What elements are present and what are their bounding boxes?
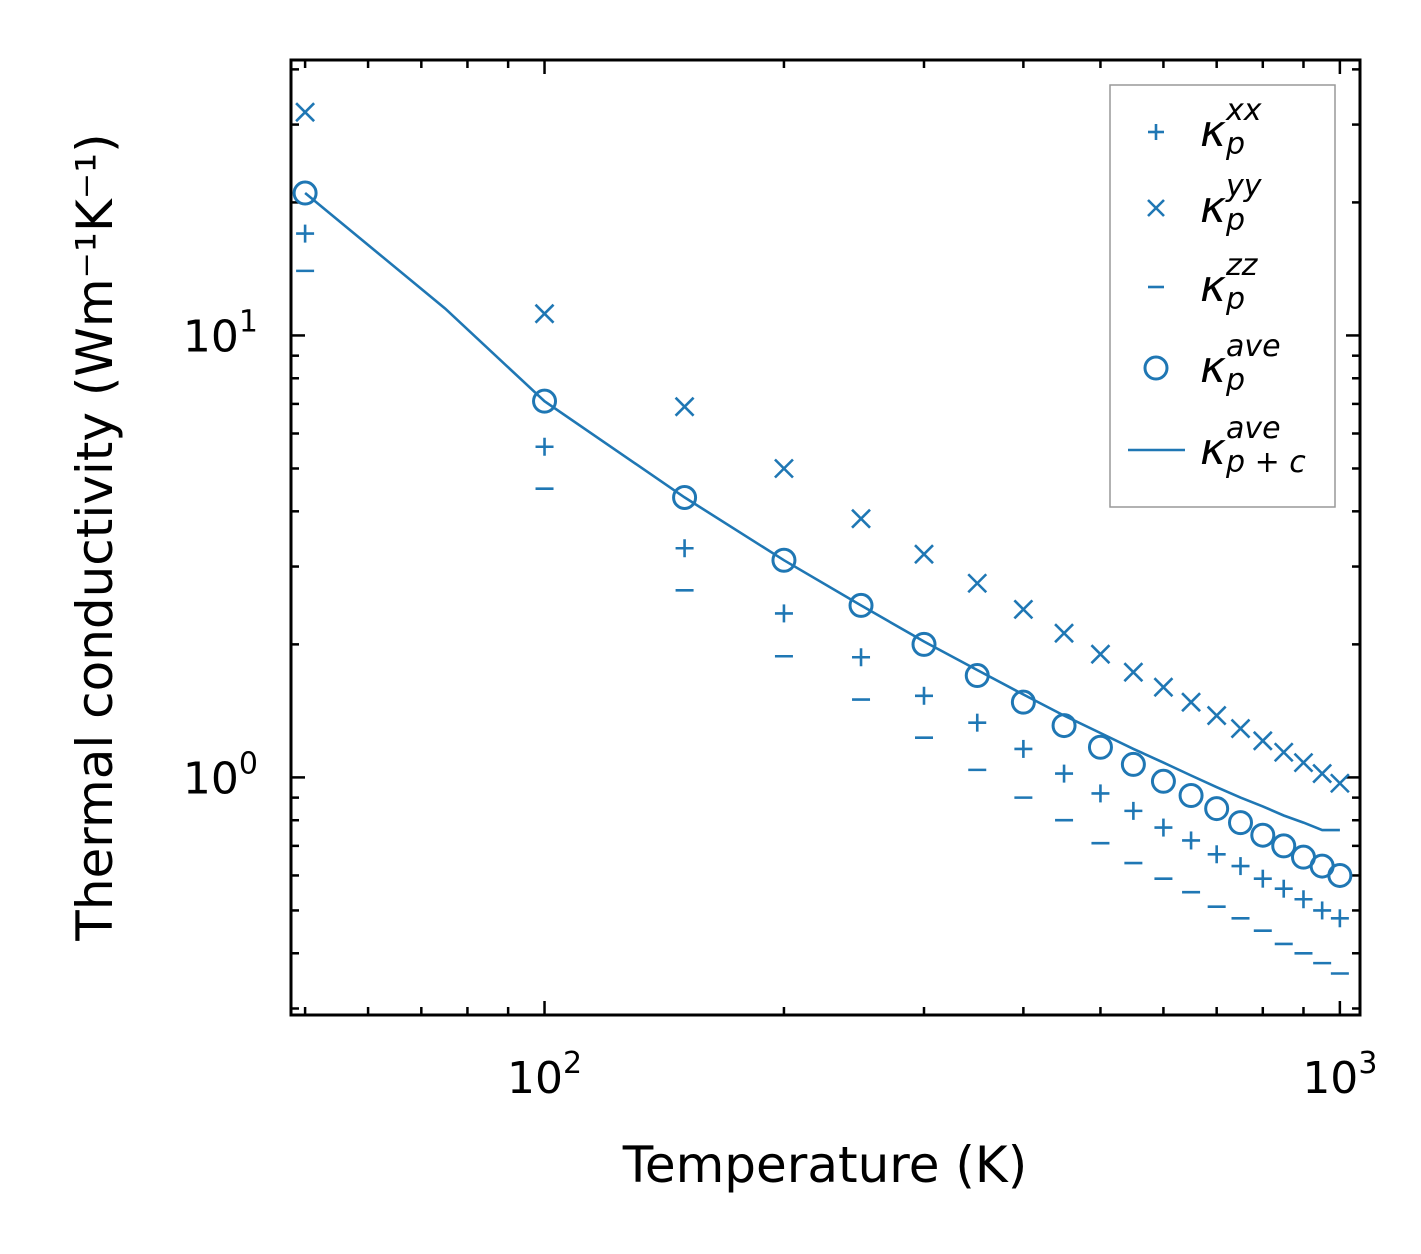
data-point [1182,831,1201,850]
data-point [1230,718,1251,739]
data-point [1010,689,1036,715]
data-point [1091,784,1110,803]
data-point [1250,822,1276,848]
data-point [1313,901,1332,920]
data-point [535,437,554,456]
x-axis-label: Temperature (K) [622,1136,1027,1194]
data-point [1274,879,1293,898]
data-point [1120,751,1146,777]
series-line [304,191,1340,832]
data-point [1252,730,1273,751]
x-tick-label: 102 [507,1046,582,1104]
data-point [1327,862,1353,888]
data-point [672,484,698,510]
legend-entry: κyy p [1147,169,1263,238]
data-point [915,686,934,705]
data-point [1087,734,1113,760]
data-point [911,631,937,657]
data-point [1271,833,1297,859]
data-point [848,592,874,618]
data-point [914,544,934,565]
data-point [967,573,988,594]
data-point [1154,818,1173,837]
legend-box [1109,84,1336,508]
data-point [1153,677,1174,698]
x-tick-label: 103 [1302,1046,1377,1104]
data-layer [292,102,1353,975]
legend: κxx p κyy p κzz p κave p κave p + c [1109,84,1336,508]
data-point [1206,705,1227,726]
data-point [1312,763,1333,784]
data-point [852,648,871,667]
data-point [1293,752,1314,773]
data-point [771,547,797,573]
data-point [1178,783,1204,809]
legend-marker [1147,199,1165,217]
series-kappa-p-zz [296,269,1349,975]
data-point [968,713,987,732]
y-tick-labels: 100 101 [183,304,258,804]
data-point [1273,742,1294,763]
data-point [1329,773,1350,794]
legend-entry: κxx p [1148,93,1262,162]
series-kappa-p-c-ave [304,191,1340,832]
data-point [1204,796,1230,822]
data-point [675,539,694,558]
data-point [1228,810,1254,836]
plot-frame [289,58,1362,1017]
legend-label: κzz p [1200,248,1259,317]
y-tick-label: 101 [183,304,258,362]
data-point [1150,768,1176,794]
legend-label: κxx p [1200,93,1262,162]
legend-marker [1148,124,1164,140]
data-point [774,458,794,479]
data-point [1294,890,1313,909]
data-point [295,102,316,123]
series-kappa-p-yy [295,102,1350,794]
data-point [1231,857,1250,876]
data-point [1330,909,1349,928]
data-point [774,604,793,623]
legend-entry: κave p + c [1128,411,1306,480]
data-point [1014,739,1033,758]
data-point [1181,692,1201,713]
data-point [1054,623,1074,644]
data-point [1055,764,1074,783]
data-point [851,508,871,529]
legend-label: κyy p [1200,169,1263,238]
data-point [534,303,555,324]
data-point [1123,662,1144,683]
data-point [1090,644,1111,665]
legend-entry: κzz p [1148,248,1259,317]
legend-label: κave p [1200,329,1281,398]
data-point [1207,845,1226,864]
data-point [1013,599,1034,620]
data-point [292,180,318,206]
data-point [532,388,558,414]
y-axis-label: Thermal conductivity (Wm⁻¹K⁻¹) [66,133,124,941]
x-tick-labels: 102 103 [507,1046,1377,1104]
legend-entry: κave p [1143,329,1281,398]
data-point [1124,801,1143,820]
data-point [674,396,695,417]
y-tick-label: 100 [183,746,258,804]
data-point [296,224,315,243]
legend-marker [1143,355,1169,381]
legend-entries: κxx p κyy p κzz p κave p κave p + c [1128,93,1306,480]
legend-label: κave p + c [1200,411,1306,480]
data-point [1253,869,1272,888]
series-kappa-p-xx [296,224,1349,928]
series-kappa-p-ave [292,180,1353,888]
